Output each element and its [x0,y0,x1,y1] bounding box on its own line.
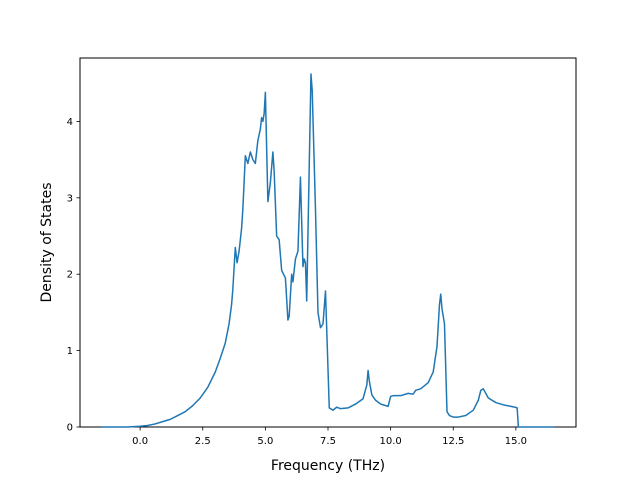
y-tick-label: 2 [67,270,73,281]
x-tick-label: 15.0 [505,436,527,447]
y-tick-label: 1 [67,346,73,357]
x-tick-label: 5.0 [257,436,273,447]
y-tick-label: 4 [67,117,73,128]
x-tick-label: 2.5 [195,436,211,447]
dos-series-line [101,73,555,428]
x-tick-label: 7.5 [320,436,336,447]
x-tick-label: 10.0 [379,436,401,447]
y-axis-label: Density of States [39,183,55,303]
x-axis-ticks: 0.0 2.5 5.0 7.5 10.0 12.5 15.0 [132,427,527,447]
y-tick-label: 3 [67,193,73,204]
y-axis-ticks: 0 1 2 3 4 [67,117,80,434]
x-axis-label: Frequency (THz) [271,458,385,474]
x-tick-label: 12.5 [442,436,464,447]
x-tick-label: 0.0 [132,436,148,447]
plot-area [79,57,577,428]
y-tick-label: 0 [67,423,73,434]
